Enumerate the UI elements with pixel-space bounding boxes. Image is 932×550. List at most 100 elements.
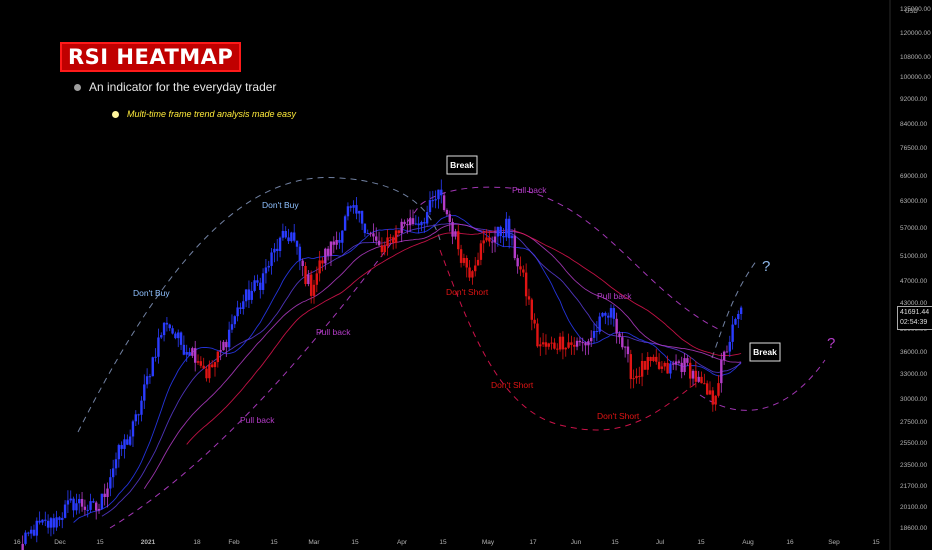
candle-body	[106, 488, 109, 498]
price-tick-label: 23500.00	[900, 462, 927, 469]
candle-body	[397, 230, 401, 234]
price-tick-label: 43000.00	[900, 300, 927, 307]
candle-body	[338, 239, 341, 243]
candle-body	[191, 348, 194, 356]
candle-body	[92, 501, 95, 503]
candle-body	[366, 233, 369, 235]
subtitle: An indicator for the everyday trader	[89, 80, 277, 94]
candle-body	[24, 532, 27, 544]
candle-body	[177, 332, 180, 339]
dashed-arc	[699, 359, 826, 411]
candle-body	[35, 520, 38, 536]
candle-body	[63, 504, 67, 518]
candle-body	[41, 519, 44, 523]
candle-body	[346, 206, 350, 217]
candle-body	[117, 445, 121, 460]
dashed-arcs	[77, 176, 826, 529]
candle-body	[448, 214, 451, 222]
candle-body	[143, 384, 146, 401]
price-tick-label: 21700.00	[900, 483, 927, 490]
break-label-box	[749, 342, 781, 362]
candle-body	[720, 360, 723, 384]
candle-body	[442, 195, 446, 210]
candle-body	[66, 500, 70, 505]
candle-body	[652, 356, 655, 362]
price-tick-label: 120000.00	[900, 30, 931, 37]
candle-body	[615, 318, 618, 334]
candle-body	[69, 498, 72, 501]
candle-body	[363, 223, 367, 234]
candle-body	[261, 273, 265, 290]
subtitle-row: An indicator for the everyday trader	[74, 80, 276, 94]
candle-body	[72, 498, 75, 511]
candle-body	[58, 517, 61, 520]
candle-body	[182, 344, 186, 355]
time-tick-label: 16	[786, 539, 794, 546]
candle-body	[49, 518, 53, 528]
candle-body	[629, 354, 632, 379]
break-label-box	[446, 155, 478, 175]
candle-body	[109, 477, 112, 489]
time-tick-label: 15	[872, 539, 880, 546]
candle-body	[459, 249, 463, 263]
tagline: Multi-time frame trend analysis made eas…	[127, 109, 297, 119]
candle-body	[414, 223, 418, 225]
candle-body	[111, 468, 115, 478]
candle-body	[612, 308, 616, 319]
candle-body	[674, 361, 678, 365]
candle-body	[621, 337, 624, 348]
annotation-label: ?	[762, 258, 770, 275]
candle-body	[479, 243, 483, 260]
candle-body	[227, 329, 231, 348]
annotation-label: Don't Buy	[262, 200, 299, 210]
candle-body	[725, 351, 729, 353]
candle-body	[541, 342, 545, 345]
annotation-label: Pull back	[597, 291, 632, 301]
candle-body	[264, 267, 268, 274]
candle-body	[369, 233, 372, 235]
time-tick-label: Sep	[828, 539, 840, 546]
candle-body	[352, 205, 355, 208]
candle-body	[236, 307, 239, 317]
candle-body	[493, 236, 497, 243]
candle-body	[151, 357, 154, 377]
candle-body	[304, 265, 307, 285]
candle-body	[324, 248, 327, 264]
candle-body	[140, 400, 143, 415]
candle-body	[38, 520, 41, 523]
time-axis: 16 Dec 15 2021 18 Feb 15 Mar 15 Apr 15 May 17 Jun 15 Ju…	[13, 539, 880, 546]
candle-body	[708, 390, 712, 395]
candle-body	[372, 233, 375, 237]
moving-average-line	[186, 229, 742, 445]
candle-body	[83, 506, 87, 510]
candle-body	[383, 246, 386, 253]
annotation-label: ?	[827, 335, 835, 352]
candle-body	[287, 237, 290, 242]
candle-body	[440, 189, 443, 196]
candle-body	[519, 266, 522, 270]
candle-body	[290, 232, 293, 242]
candle-body	[326, 248, 330, 256]
candle-body	[550, 342, 553, 344]
candle-body	[273, 248, 276, 253]
price-tick-label: 27500.00	[900, 419, 927, 426]
candle-body	[739, 307, 743, 314]
candle-body	[148, 376, 152, 378]
candle-body	[375, 236, 378, 241]
candle-body	[722, 351, 726, 361]
candle-body	[278, 237, 282, 251]
candle-body	[705, 383, 709, 395]
time-tick-label: 15	[270, 539, 278, 546]
candle-body	[635, 375, 638, 379]
candle-body	[298, 246, 302, 261]
candle-body	[281, 230, 285, 238]
candle-body	[496, 226, 500, 237]
candle-body	[428, 200, 432, 213]
candle-body	[457, 231, 460, 250]
candle-body	[638, 375, 641, 377]
candle-body	[44, 519, 47, 521]
candle-body	[683, 358, 686, 372]
time-tick-label: Feb	[228, 539, 240, 546]
candle-body	[482, 240, 485, 244]
